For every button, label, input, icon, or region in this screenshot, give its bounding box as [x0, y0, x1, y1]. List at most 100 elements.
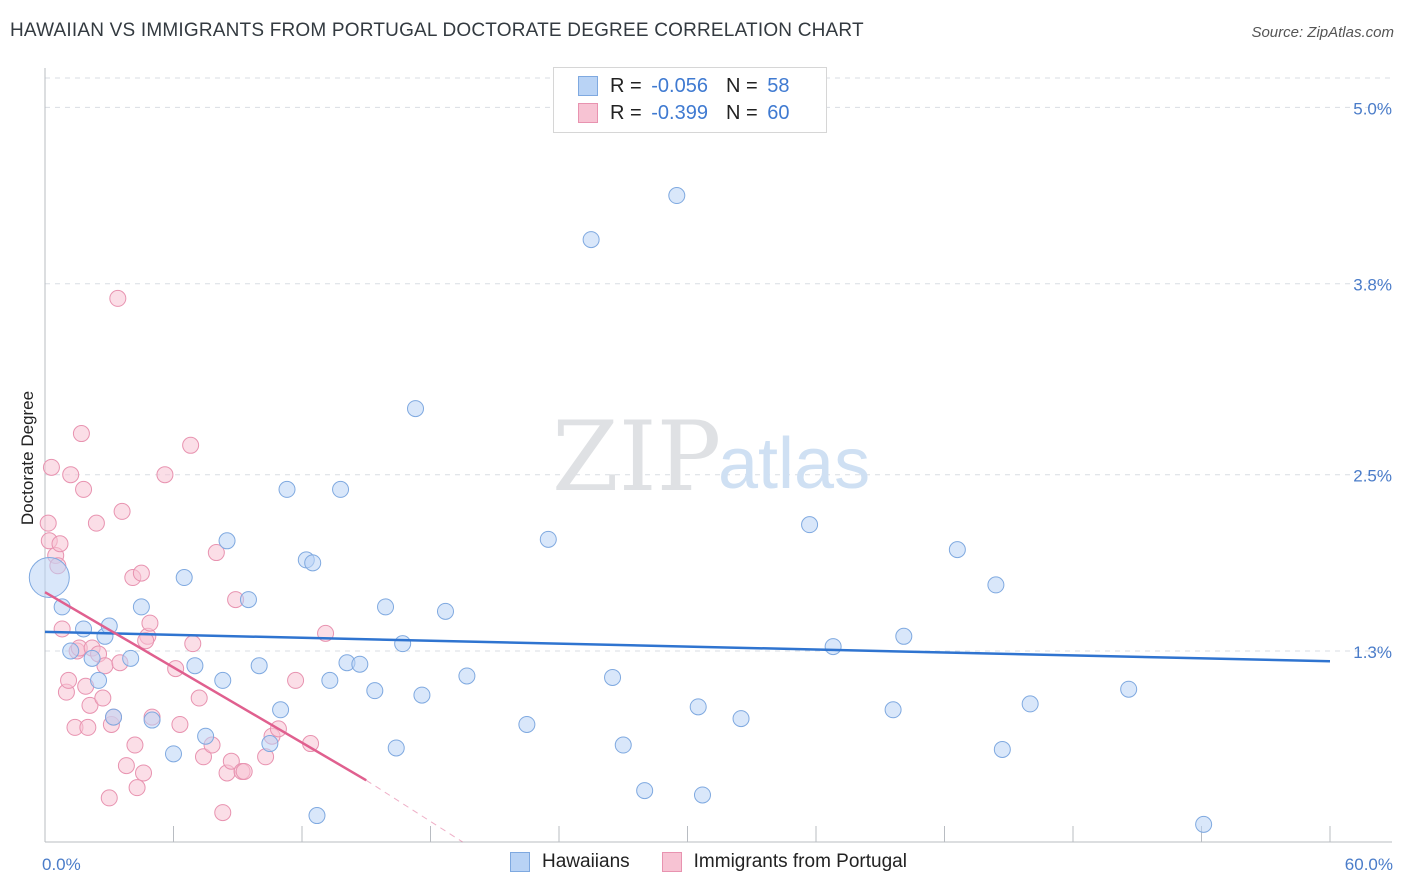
portugal-point [194, 748, 212, 766]
portugal-point [135, 764, 153, 782]
legend-r-label: R = [610, 74, 648, 97]
series-portugal-points [39, 289, 335, 822]
portugal-point [51, 535, 69, 553]
portugal-point [156, 466, 174, 484]
hawaiians-point [214, 671, 232, 689]
hawaiians-point [377, 598, 395, 616]
legend-n-label: N = [725, 101, 764, 124]
portugal-point [190, 689, 208, 707]
hawaiians-point [272, 701, 290, 719]
hawaiians-point [197, 727, 215, 745]
hawaiians-point [122, 649, 140, 667]
y-tick-label: 3.8% [1353, 276, 1392, 295]
portugal-point [171, 715, 189, 733]
portugal-trend-extension [365, 779, 463, 843]
portugal-point [207, 544, 225, 562]
portugal-point [39, 514, 57, 532]
hawaiians-point [614, 736, 632, 754]
legend-item-hawaiians: Hawaiians [510, 851, 630, 873]
source-label: Source: ZipAtlas.com [1251, 24, 1394, 41]
legend-label-portugal: Immigrants from Portugal [693, 851, 907, 872]
portugal-point [53, 620, 71, 638]
legend-n-value: 58 [767, 74, 790, 97]
hawaiians-point [824, 638, 842, 656]
hawaiians-point [132, 598, 150, 616]
y-tick-label: 5.0% [1353, 99, 1392, 118]
portugal-point [79, 718, 97, 736]
portugal-point [141, 614, 159, 632]
gridlines [45, 77, 1392, 652]
portugal-point [100, 789, 118, 807]
legend-n-value: 60 [767, 101, 790, 124]
hawaiians-point [436, 602, 454, 620]
hawaiians-point [993, 740, 1011, 758]
portugal-point [113, 502, 131, 520]
hawaiians-point [693, 786, 711, 804]
legend-row-hawaiians: R = -0.056 N = 58 [578, 74, 789, 98]
portugal-point [72, 425, 90, 443]
axes [44, 68, 1392, 843]
hawaiians-point [668, 187, 686, 205]
portugal-trend-line [44, 591, 367, 782]
trend-lines [44, 591, 1331, 843]
portugal-point [94, 689, 112, 707]
hawaiians-point [987, 576, 1005, 594]
portugal-point [60, 671, 78, 689]
portugal-point [128, 779, 146, 797]
hawaiians-point [278, 480, 296, 498]
y-axis-title: Doctorate Degree [18, 391, 37, 525]
hawaiians-point [308, 807, 326, 825]
portugal-point [62, 466, 80, 484]
hawaiians-point [1021, 695, 1039, 713]
hawaiians-point [582, 231, 600, 249]
legend-r-value: -0.399 [651, 101, 708, 124]
hawaiians-point [518, 715, 536, 733]
hawaiians-point [801, 516, 819, 534]
hawaiians-point [83, 649, 101, 667]
legend-r-label: R = [610, 101, 648, 124]
hawaiians-trend-line [44, 630, 1331, 663]
hawaiians-point [413, 686, 431, 704]
hawaiians-point [105, 708, 123, 726]
hawaiians-point [175, 569, 193, 587]
hawaiians-point [351, 655, 369, 673]
portugal-point [222, 752, 240, 770]
hawaiians-point [394, 635, 412, 653]
legend-row-portugal: R = -0.399 N = 60 [578, 101, 789, 125]
hawaiians-point [884, 701, 902, 719]
series-legend: Hawaiians Immigrants from Portugal [510, 851, 939, 873]
legend-swatch-pink [578, 103, 598, 123]
legend-n-label: N = [725, 74, 764, 97]
portugal-point [184, 635, 202, 653]
legend-label-hawaiians: Hawaiians [542, 851, 630, 872]
hawaiians-point [261, 735, 279, 753]
correlation-legend: R = -0.056 N = 58 R = -0.399 N = 60 [553, 67, 827, 133]
hawaiians-point [636, 782, 654, 800]
x-tick-label: 60.0% [1345, 855, 1393, 874]
hawaiians-point [304, 554, 322, 572]
hawaiians-point [458, 667, 476, 685]
hawaiians-point [218, 532, 236, 550]
hawaiians-point [28, 557, 70, 599]
hawaiians-point [165, 745, 182, 763]
legend-r-value: -0.056 [651, 74, 708, 97]
portugal-point [42, 458, 60, 476]
hawaiians-point [387, 739, 405, 757]
portugal-point [214, 804, 232, 822]
watermark: ZIP atlas [552, 401, 870, 513]
hawaiians-point [732, 710, 750, 728]
hawaiians-point [332, 480, 350, 498]
x-tick-label: 0.0% [42, 855, 81, 874]
portugal-point [109, 289, 127, 307]
watermark-zip: ZIP [552, 401, 721, 513]
legend-swatch-blue [510, 852, 530, 872]
watermark-atlas: atlas [718, 424, 870, 504]
y-tick-label: 2.5% [1353, 467, 1392, 486]
hawaiians-point [62, 642, 80, 660]
portugal-point [287, 671, 305, 689]
hawaiians-point [321, 671, 339, 689]
legend-item-portugal: Immigrants from Portugal [661, 851, 907, 873]
hawaiians-point [239, 591, 257, 609]
hawaiians-point [366, 682, 384, 700]
